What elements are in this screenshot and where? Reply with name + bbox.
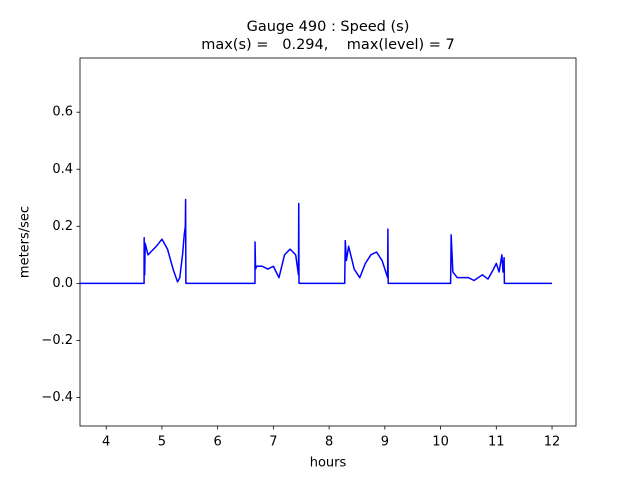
plot-frame: [79, 57, 577, 427]
y-tick-label: −0.4: [41, 390, 73, 405]
y-tick-label: 0.0: [52, 276, 73, 291]
x-tick-label: 9: [381, 435, 389, 450]
x-tick-label: 10: [432, 435, 449, 450]
x-tick-label: 4: [102, 435, 110, 450]
x-tick-label: 12: [544, 435, 561, 450]
y-tick-label: 0.4: [52, 162, 73, 177]
y-tick-label: 0.2: [52, 219, 73, 234]
y-tick-label: 0.6: [52, 105, 73, 120]
x-tick-label: 8: [325, 435, 333, 450]
data-line: [80, 198, 553, 285]
chart-subtitle: max(s) = 0.294, max(level) = 7: [201, 37, 455, 53]
x-tick-label: 6: [214, 435, 222, 450]
x-axis-label: hours: [310, 456, 347, 471]
y-axis-label: meters/sec: [18, 206, 33, 278]
x-tick-label: 11: [488, 435, 505, 450]
chart-title: Gauge 490 : Speed (s): [247, 19, 410, 35]
x-tick-label: 7: [269, 435, 277, 450]
y-tick-label: −0.2: [41, 333, 73, 348]
x-tick-label: 5: [158, 435, 166, 450]
